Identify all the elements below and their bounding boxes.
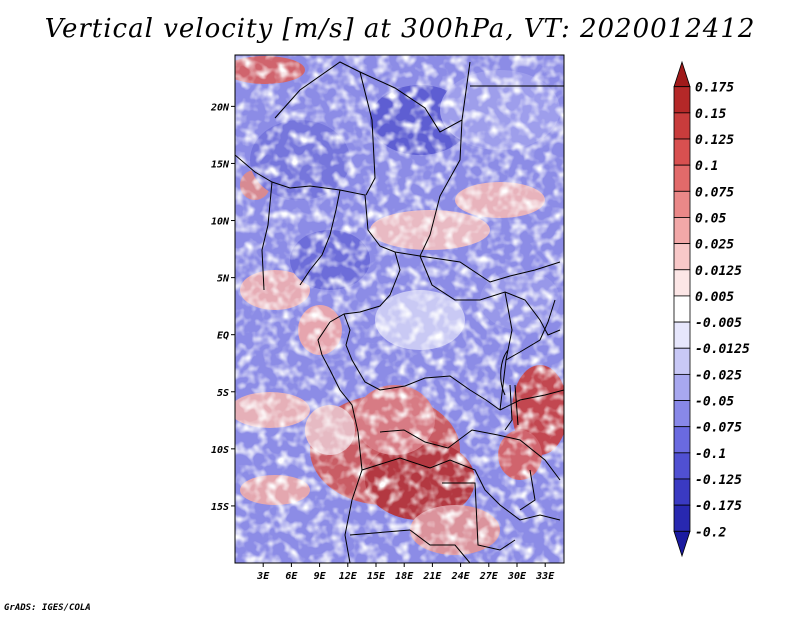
colorbar-label: -0.175 bbox=[695, 499, 742, 514]
colorbar-label: 0.025 bbox=[695, 238, 734, 253]
colorbar-swatch bbox=[673, 138, 691, 166]
y-tick-label: 5N bbox=[217, 274, 230, 285]
y-tick-label: 20N bbox=[210, 102, 230, 113]
colorbar-swatch bbox=[673, 269, 691, 297]
colorbar-swatch bbox=[673, 164, 691, 192]
x-tick-label: 15E bbox=[367, 571, 386, 582]
x-tick-label: 33E bbox=[535, 571, 555, 582]
x-tick-label: 21E bbox=[422, 571, 442, 582]
country-borders bbox=[235, 61, 564, 563]
x-tick-label: 6E bbox=[285, 571, 298, 582]
colorbar-label: 0.005 bbox=[695, 290, 734, 305]
x-tick-label: 9E bbox=[314, 571, 327, 582]
colorbar-swatch bbox=[673, 86, 691, 114]
colorbar-label: -0.1 bbox=[695, 447, 726, 462]
colorbar-swatch bbox=[673, 478, 691, 506]
colorbar-swatch bbox=[673, 400, 691, 428]
y-tick-label: 15S bbox=[211, 502, 229, 513]
colorbar-label: 0.05 bbox=[695, 211, 726, 226]
colorbar-swatch bbox=[673, 112, 691, 140]
colorbar-swatch bbox=[673, 295, 691, 323]
y-tick-label: 10S bbox=[211, 445, 229, 456]
colorbar: 0.175 0.15 0.125 0.1 0.075 0.05 0.025 0.0125 0.0… bbox=[673, 60, 750, 558]
colorbar-label: 0.15 bbox=[695, 107, 726, 122]
colorbar-swatch bbox=[673, 217, 691, 245]
colorbar-bottom-arrow bbox=[673, 530, 691, 558]
colorbar-swatch bbox=[673, 243, 691, 271]
x-tick-label: 3E bbox=[256, 571, 270, 582]
map-frame bbox=[234, 54, 565, 564]
y-tick-label: EQ bbox=[217, 331, 229, 342]
colorbar-label: -0.005 bbox=[695, 316, 742, 331]
colorbar-label: -0.075 bbox=[695, 421, 742, 436]
chart-title: Vertical velocity [m/s] at 300hPa, VT: 2… bbox=[44, 14, 756, 44]
colorbar-label: 0.075 bbox=[695, 185, 734, 200]
colorbar-label: 0.1 bbox=[695, 159, 718, 174]
x-tick-label: 12E bbox=[339, 571, 358, 582]
y-tick-label: 15N bbox=[211, 159, 230, 170]
y-tick-label: 10N bbox=[211, 217, 230, 228]
colorbar-label: -0.0125 bbox=[695, 342, 750, 357]
grads-credit: GrADS: IGES/COLA bbox=[4, 603, 91, 613]
colorbar-label: 0.175 bbox=[695, 81, 734, 96]
colorbar-swatch bbox=[673, 452, 691, 480]
colorbar-swatch bbox=[673, 190, 691, 218]
colorbar-label: 0.125 bbox=[695, 133, 734, 148]
colorbar-label: -0.05 bbox=[695, 395, 734, 410]
field-texture bbox=[235, 55, 564, 563]
colorbar-top-arrow bbox=[673, 60, 691, 88]
axis-ticks: 3E 6E 9E 12E 15E 18E 21E 24E 27E 30E 33E 20N 15N 10N 5… bbox=[210, 102, 555, 582]
colorbar-swatch bbox=[673, 347, 691, 375]
colorbar-swatch bbox=[673, 373, 691, 401]
colorbar-label: -0.125 bbox=[695, 473, 742, 488]
x-tick-label: 18E bbox=[395, 571, 414, 582]
x-tick-label: 30E bbox=[507, 571, 527, 582]
colorbar-label: 0.0125 bbox=[695, 264, 742, 279]
map-plot-area bbox=[235, 55, 564, 563]
colorbar-swatch bbox=[673, 426, 691, 454]
colorbar-label: -0.025 bbox=[695, 368, 742, 383]
colorbar-swatch bbox=[673, 504, 691, 532]
x-tick-label: 27E bbox=[479, 571, 499, 582]
y-tick-label: 5S bbox=[217, 388, 229, 399]
colorbar-swatch bbox=[673, 321, 691, 349]
x-tick-label: 24E bbox=[451, 571, 471, 582]
colorbar-label: -0.2 bbox=[695, 525, 726, 540]
